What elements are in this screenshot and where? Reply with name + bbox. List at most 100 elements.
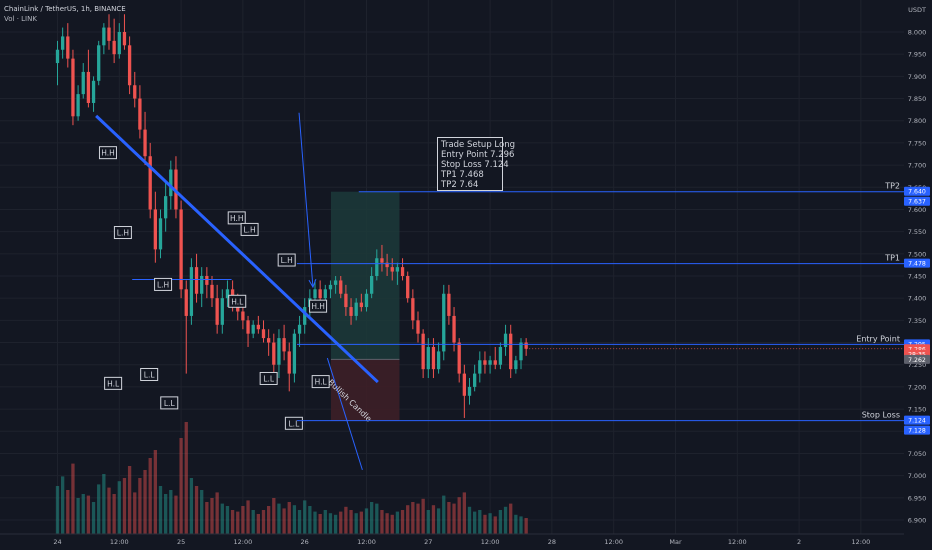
price-tick-label: 7.900 xyxy=(908,73,927,81)
volume-bars xyxy=(55,422,528,534)
candle-body xyxy=(164,196,168,219)
candle-body xyxy=(349,307,353,316)
volume-bar xyxy=(349,510,353,534)
volume-bar xyxy=(169,490,173,534)
candle-body xyxy=(246,320,250,334)
price-unit: USDT xyxy=(908,6,926,14)
candle-body xyxy=(375,258,379,276)
level-price-badge-text: 7.478 xyxy=(908,261,926,268)
arrow-head xyxy=(308,278,317,289)
volume-bar xyxy=(267,506,271,534)
volume-bar xyxy=(436,508,441,534)
candle-body xyxy=(102,27,106,46)
pattern-label-box xyxy=(259,371,278,385)
level-price-badge xyxy=(904,415,930,425)
candle-body xyxy=(272,342,276,365)
price-tick-label: 7.250 xyxy=(908,361,927,369)
volume-bar xyxy=(318,514,322,534)
time-tick-label: 12:00 xyxy=(604,538,623,546)
candle-body xyxy=(76,94,80,117)
volume-indicator-label[interactable]: Vol · LINK xyxy=(4,15,37,23)
volume-bar xyxy=(205,502,209,534)
pattern-label: L.L xyxy=(164,399,176,408)
candle-body xyxy=(380,258,384,263)
volume-bar xyxy=(127,466,132,534)
candle-body xyxy=(66,36,70,59)
candle-body xyxy=(370,276,374,294)
candle-body xyxy=(503,333,508,347)
price-tick-label: 7.450 xyxy=(908,273,927,281)
pattern-label: H.H xyxy=(101,149,115,158)
level-label: TP2 xyxy=(884,182,900,191)
candle-body xyxy=(225,289,230,299)
price-axis[interactable]: USDT 8.000 7.950 7.900 7.850 7.800 7.750 7.700 7… xyxy=(904,0,932,550)
price-tick-label: 7.000 xyxy=(908,472,927,480)
volume-bar xyxy=(251,510,255,534)
trade-setup-line: Trade Setup Long xyxy=(441,140,515,150)
price-tick-label: 7.850 xyxy=(908,95,927,103)
volume-bar xyxy=(328,513,333,534)
candle-body xyxy=(138,98,142,130)
candle-body xyxy=(436,351,441,370)
level-label: Entry Point xyxy=(856,334,900,343)
price-tick-label: 6.900 xyxy=(908,517,927,525)
price-tick-label: 7.800 xyxy=(908,117,927,125)
volume-bar xyxy=(158,486,163,534)
volume-bar xyxy=(359,511,363,534)
candle-body xyxy=(287,351,291,374)
pattern-label-box xyxy=(160,396,179,410)
time-axis[interactable]: 24 12:00 25 12:00 26 12:00 27 12:00 28 12:00 Mar 12… xyxy=(0,533,904,550)
volume-bar xyxy=(473,511,477,534)
candle-body xyxy=(220,298,224,325)
candle-body xyxy=(462,373,466,396)
volume-bar xyxy=(256,514,260,534)
volume-bar xyxy=(416,503,420,534)
candle-body xyxy=(297,324,302,334)
price-tick-label: 7.950 xyxy=(908,51,927,59)
price-tick-label: 7.500 xyxy=(908,250,927,258)
candle-body xyxy=(251,324,255,334)
volume-bar xyxy=(514,514,518,534)
price-axis-bg xyxy=(904,0,932,550)
candle-body xyxy=(400,267,405,276)
symbol-title[interactable]: ChainLink / TetherUS, 1h, BINANCE xyxy=(4,5,126,13)
volume-bar xyxy=(179,438,183,534)
volume-bar xyxy=(138,478,142,534)
price-tick-label: 7.750 xyxy=(908,139,927,147)
volume-bar xyxy=(194,486,199,534)
candle-body xyxy=(323,289,327,299)
trade-setup-line: Stop Loss 7.124 xyxy=(441,160,509,170)
candle-body xyxy=(127,45,132,86)
candle-body xyxy=(509,333,513,370)
volume-bar xyxy=(189,478,194,534)
pattern-label: L.H xyxy=(157,280,169,289)
candle-body xyxy=(148,156,152,210)
volume-bar xyxy=(225,506,230,534)
volume-bar xyxy=(148,458,152,534)
volume-bar xyxy=(354,513,358,534)
candle-body xyxy=(292,333,297,374)
volume-bar xyxy=(133,492,137,534)
volume-bar xyxy=(81,494,85,534)
volume-bar xyxy=(272,498,276,534)
pattern-label: L.L xyxy=(144,370,156,379)
descending-trendline xyxy=(95,114,379,384)
candle-body xyxy=(493,360,497,365)
candle-body xyxy=(210,284,214,299)
candle-body xyxy=(107,27,111,41)
pattern-label: H.L xyxy=(315,378,328,387)
pattern-label-box xyxy=(240,222,259,236)
volume-bar xyxy=(498,510,503,534)
volume-bar xyxy=(447,502,451,534)
trade-setup-box: Trade Setup Long Entry Point 7.296 Stop … xyxy=(437,137,515,191)
candle-body xyxy=(385,262,389,268)
volume-bar xyxy=(375,503,379,534)
volume-bar xyxy=(308,506,312,534)
candle-body xyxy=(122,32,127,46)
pattern-label: L.H xyxy=(281,256,293,265)
volume-bar xyxy=(395,511,400,534)
trade-setup-line: TP1 7.468 xyxy=(441,170,484,180)
candle-body xyxy=(189,267,194,316)
